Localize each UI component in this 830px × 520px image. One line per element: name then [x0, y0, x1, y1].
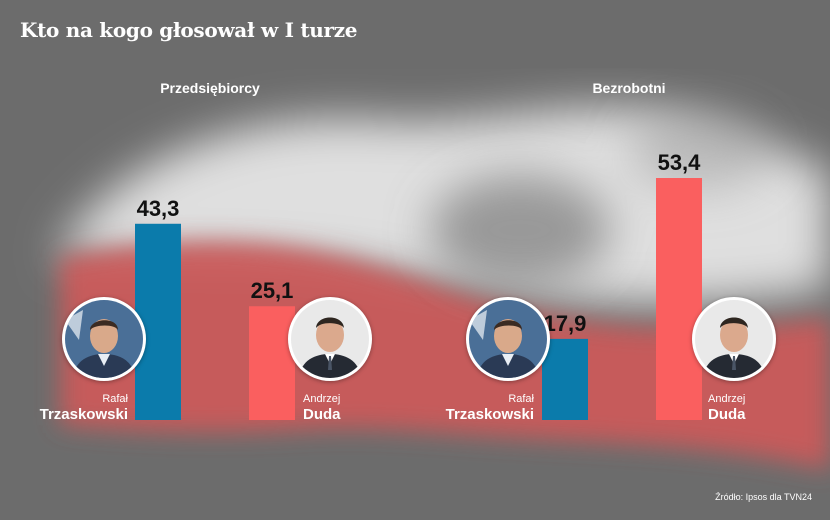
value-label-duda-1: 25,1	[250, 278, 294, 304]
first-name: Rafał	[102, 393, 128, 405]
candidate-name-trzaskowski-1: Rafał Trzaskowski	[40, 392, 128, 424]
duda-avatar-2	[692, 297, 776, 381]
candidate-name-duda-1: Andrzej Duda	[303, 392, 341, 424]
first-name: Andrzej	[708, 393, 746, 405]
group-label-przedsiebiorcy: Przedsiębiorcy	[160, 80, 260, 96]
duda-avatar-1	[288, 297, 372, 381]
first-name: Andrzej	[303, 393, 341, 405]
trzaskowski-avatar-2	[466, 297, 550, 381]
candidate-name-trzaskowski-2: Rafał Trzaskowski	[446, 392, 534, 424]
group-label-bezrobotni: Bezrobotni	[592, 80, 666, 96]
chart-title: Kto na kogo głosował w I turze	[20, 18, 358, 42]
value-label-duda-2: 53,4	[657, 150, 701, 175]
first-name: Rafał	[508, 393, 534, 405]
candidate-name-duda-2: Andrzej Duda	[708, 392, 746, 424]
last-name: Trzaskowski	[39, 406, 128, 423]
trzaskowski-portrait-icon	[65, 300, 143, 378]
duda-portrait-icon	[291, 300, 369, 378]
value-label-trzaskowski-2: 17,9	[543, 310, 587, 336]
duda-portrait-icon	[695, 300, 773, 378]
last-name: Duda	[708, 406, 746, 423]
trzaskowski-avatar-1	[62, 297, 146, 381]
bar-duda-2	[656, 178, 702, 420]
trzaskowski-portrait-icon	[469, 300, 547, 378]
last-name: Duda	[303, 406, 341, 423]
bar-duda-1	[249, 306, 295, 420]
last-name: Trzaskowski	[445, 406, 534, 423]
value-label-trzaskowski-1: 43,3	[136, 195, 180, 221]
bar-trzaskowski-2	[542, 338, 588, 420]
source-note: Źródło: Ipsos dla TVN24	[715, 492, 812, 502]
